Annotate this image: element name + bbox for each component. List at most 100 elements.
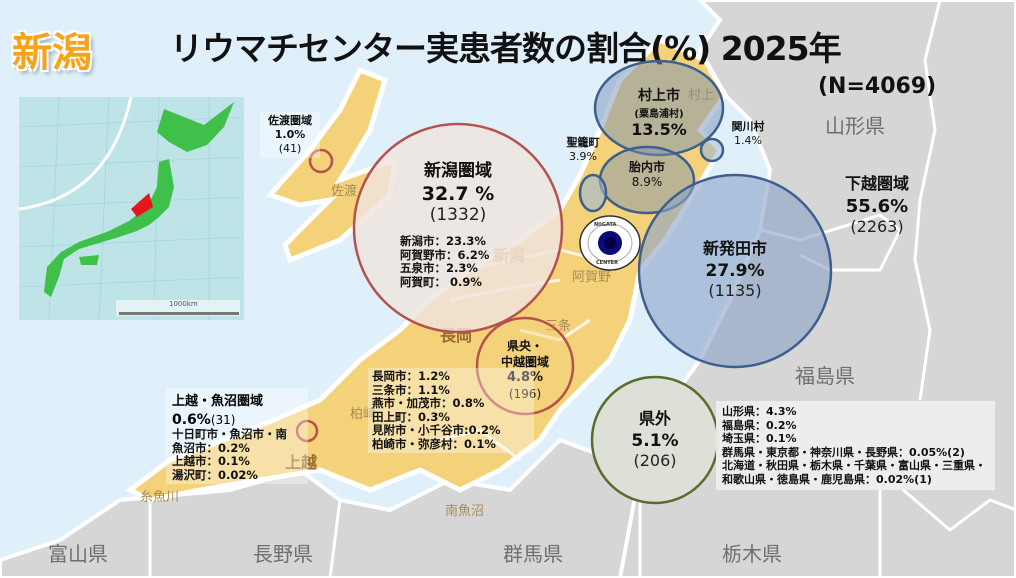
region-tainai: 胎内市 8.9% <box>617 160 677 190</box>
city-joetsu: 上越 <box>285 453 318 472</box>
city-minamiuonuma: 南魚沼 <box>445 504 485 519</box>
circle-sekikawa[interactable] <box>699 137 725 163</box>
niigata-breakdown-item: 新潟市：23.3% <box>400 234 486 248</box>
sekikawa-percent: 1.4% <box>734 134 762 147</box>
label-toyama: 富山県 <box>48 542 108 566</box>
joetsu-breakdown-item: 魚沼市：0.2% <box>172 440 250 455</box>
niigata-breakdown-item: 阿賀町： 0.9% <box>400 274 482 289</box>
scale-bar <box>119 312 239 315</box>
murakami-name: 村上市 <box>638 88 680 104</box>
murakami-percent: 13.5% <box>631 120 687 139</box>
outside-count: (206) <box>633 451 677 470</box>
scale-label: 1000km <box>169 300 198 308</box>
kenou-breakdown: 長岡市：1.2% 三条市：1.1% 燕市・加茂市：0.8% 田上町：0.3% 見… <box>368 368 534 453</box>
niigata-breakdown-item: 五泉市：2.3% <box>400 261 478 275</box>
niigata-logo: 新潟 <box>12 30 92 76</box>
outside-breakdown-item: 埼玉県：0.1% <box>722 432 797 445</box>
tainai-name: 胎内市 <box>628 160 665 174</box>
page-title: リウマチセンター実患者数の割合(%) 2025年 <box>170 29 842 68</box>
city-sado: 佐渡 <box>331 184 358 199</box>
circle-seiro[interactable] <box>578 173 608 213</box>
shibata-name: 新発田市 <box>702 239 767 258</box>
niigata-center-logo <box>579 215 641 271</box>
japan-islands <box>44 102 234 297</box>
kenou-percent: 4.8% <box>506 370 544 385</box>
kenou-name-2: 中越圏域 <box>500 355 549 369</box>
label-nagano: 長野県 <box>253 542 313 566</box>
kenou-breakdown-item: 三条市：1.1% <box>372 382 450 397</box>
outside-name: 県外 <box>638 409 671 428</box>
joetsu-percent: 0.6% <box>172 412 211 428</box>
circle-joetsu[interactable] <box>295 419 319 443</box>
outside-breakdown-item: 群馬県・東京都・神奈川県・長野県：0.05%(2) <box>722 445 965 459</box>
japan-inset-map: 1000km <box>18 96 245 321</box>
circle-kenou[interactable] <box>475 316 575 416</box>
circle-niigata[interactable] <box>352 122 564 334</box>
boundary-arc <box>18 96 133 211</box>
niigata-highlight <box>131 193 153 217</box>
region-seiro: 聖籠町 3.9% <box>556 136 610 164</box>
label-fukushima: 福島県 <box>795 364 855 388</box>
niigata-breakdown-item: 阿賀野市：6.2% <box>400 247 490 262</box>
kenou-name-1: 県央・ <box>506 339 543 353</box>
sekikawa-name: 関川村 <box>731 120 765 133</box>
city-agano: 阿賀野 <box>572 270 612 285</box>
total-count: (N=4069) <box>818 74 937 99</box>
label-yamagata: 山形県 <box>825 114 885 138</box>
label-tochigi: 栃木県 <box>722 542 782 566</box>
region-shibata: 新発田市 27.9% (1135) <box>680 235 790 300</box>
kaetsu-percent: 55.6% <box>845 196 909 217</box>
sado-percent: 1.0% <box>274 128 306 141</box>
kenou-count: (196) <box>508 387 542 401</box>
seiro-name: 聖籠町 <box>566 136 600 149</box>
outside-breakdown: 山形県：4.3% 福島県：0.2% 埼玉県：0.1% 群馬県・東京都・神奈川県・… <box>716 401 995 490</box>
niigata-breakdown: 新潟市：23.3% 阿賀野市：6.2% 五泉市：2.3% 阿賀町： 0.9% <box>400 234 490 289</box>
niigata-name: 新潟圏域 <box>424 161 492 181</box>
city-kashiwazaki: 柏崎 <box>350 407 377 422</box>
joetsu-breakdown-item: 湯沢町：0.02% <box>172 467 258 482</box>
joetsu-name: 上越・魚沼圏域 <box>172 394 264 409</box>
joetsu-breakdown-item: 上越市：0.1% <box>172 454 250 468</box>
city-itoigawa: 糸魚川 <box>140 490 180 505</box>
joetsu-count: (31) <box>210 413 236 427</box>
kenou-breakdown-item: 柏崎市・弥彦村：0.1% <box>372 436 496 451</box>
region-murakami: 村上市 (粟島浦村) 13.5% <box>609 85 709 139</box>
murakami-sub: (粟島浦村) <box>634 109 684 120</box>
shibata-count: (1135) <box>708 281 762 300</box>
center-logo-bottom: CENTER <box>596 260 618 266</box>
joetsu-breakdown-item: 十日町市・魚沼市・南 <box>172 427 287 441</box>
circle-murakami[interactable] <box>593 59 725 157</box>
outside-breakdown-item: 福島県：0.2% <box>722 418 797 432</box>
region-kenou: 県央・ 中越圏域 4.8% (196) <box>485 338 565 402</box>
shibata-percent: 27.9% <box>705 261 765 281</box>
city-sanjo: 三条 <box>545 319 572 334</box>
region-joetsu: 上越・魚沼圏域 0.6%(31) 十日町市・魚沼市・南 魚沼市：0.2% 上越市… <box>166 388 308 484</box>
tainai-percent: 8.9% <box>631 175 663 189</box>
kenou-breakdown-item: 長岡市：1.2% <box>372 369 450 383</box>
niigata-count: (1332) <box>429 205 487 225</box>
kenou-breakdown-item: 田上町：0.3% <box>372 409 450 424</box>
niigata-percent: 32.7 % <box>421 183 495 205</box>
japan-inset-svg <box>18 96 245 321</box>
sado-count: (41) <box>278 142 302 155</box>
center-logo-top: NIIGATA <box>594 222 617 228</box>
region-outside: 県外 5.1% (206) <box>605 405 705 470</box>
region-sekikawa: 関川村 1.4% <box>722 120 774 148</box>
kenou-breakdown-item: 見附市・小千谷市:0.2% <box>372 423 501 437</box>
outside-breakdown-item: 北海道・秋田県・栃木県・千葉県・富山県・三重県・ <box>722 459 986 472</box>
seiro-percent: 3.9% <box>569 150 597 163</box>
kaetsu-count: (2263) <box>850 217 904 236</box>
sado-name: 佐渡圏域 <box>268 114 312 127</box>
circle-shibata[interactable] <box>637 173 833 369</box>
kaetsu-name: 下越圏域 <box>844 174 909 193</box>
circle-sado[interactable] <box>308 148 334 174</box>
region-kaetsu: 下越圏域 55.6% (2263) <box>822 170 932 236</box>
outside-percent: 5.1% <box>631 431 679 451</box>
kenou-breakdown-item: 燕市・加茂市：0.8% <box>372 396 485 410</box>
label-gunma: 群馬県 <box>503 542 563 566</box>
outside-breakdown-item: 和歌山県・徳島県・鹿児島県：0.02%(1) <box>722 472 932 486</box>
region-sado: 佐渡圏域 1.0% (41) <box>260 112 320 158</box>
region-niigata: 新潟圏域 32.7 % (1332) <box>383 156 533 225</box>
